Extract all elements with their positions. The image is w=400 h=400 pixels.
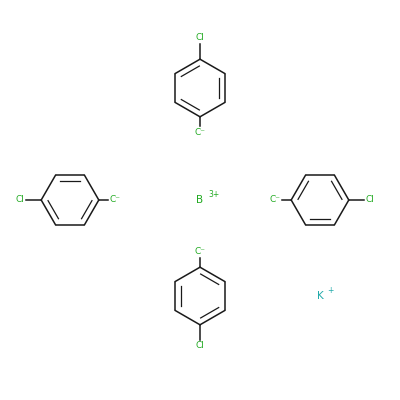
Text: +: + — [327, 286, 334, 295]
Text: 3+: 3+ — [209, 190, 220, 199]
Text: B: B — [196, 195, 204, 205]
Text: C⁻: C⁻ — [194, 247, 206, 256]
Text: Cl: Cl — [366, 196, 374, 204]
Text: Cl: Cl — [196, 34, 204, 42]
Text: C⁻: C⁻ — [109, 196, 120, 204]
Text: Cl: Cl — [196, 342, 204, 350]
Text: Cl: Cl — [16, 196, 24, 204]
Text: K: K — [317, 291, 323, 301]
Text: C⁻: C⁻ — [194, 128, 206, 137]
Text: C⁻: C⁻ — [270, 196, 281, 204]
